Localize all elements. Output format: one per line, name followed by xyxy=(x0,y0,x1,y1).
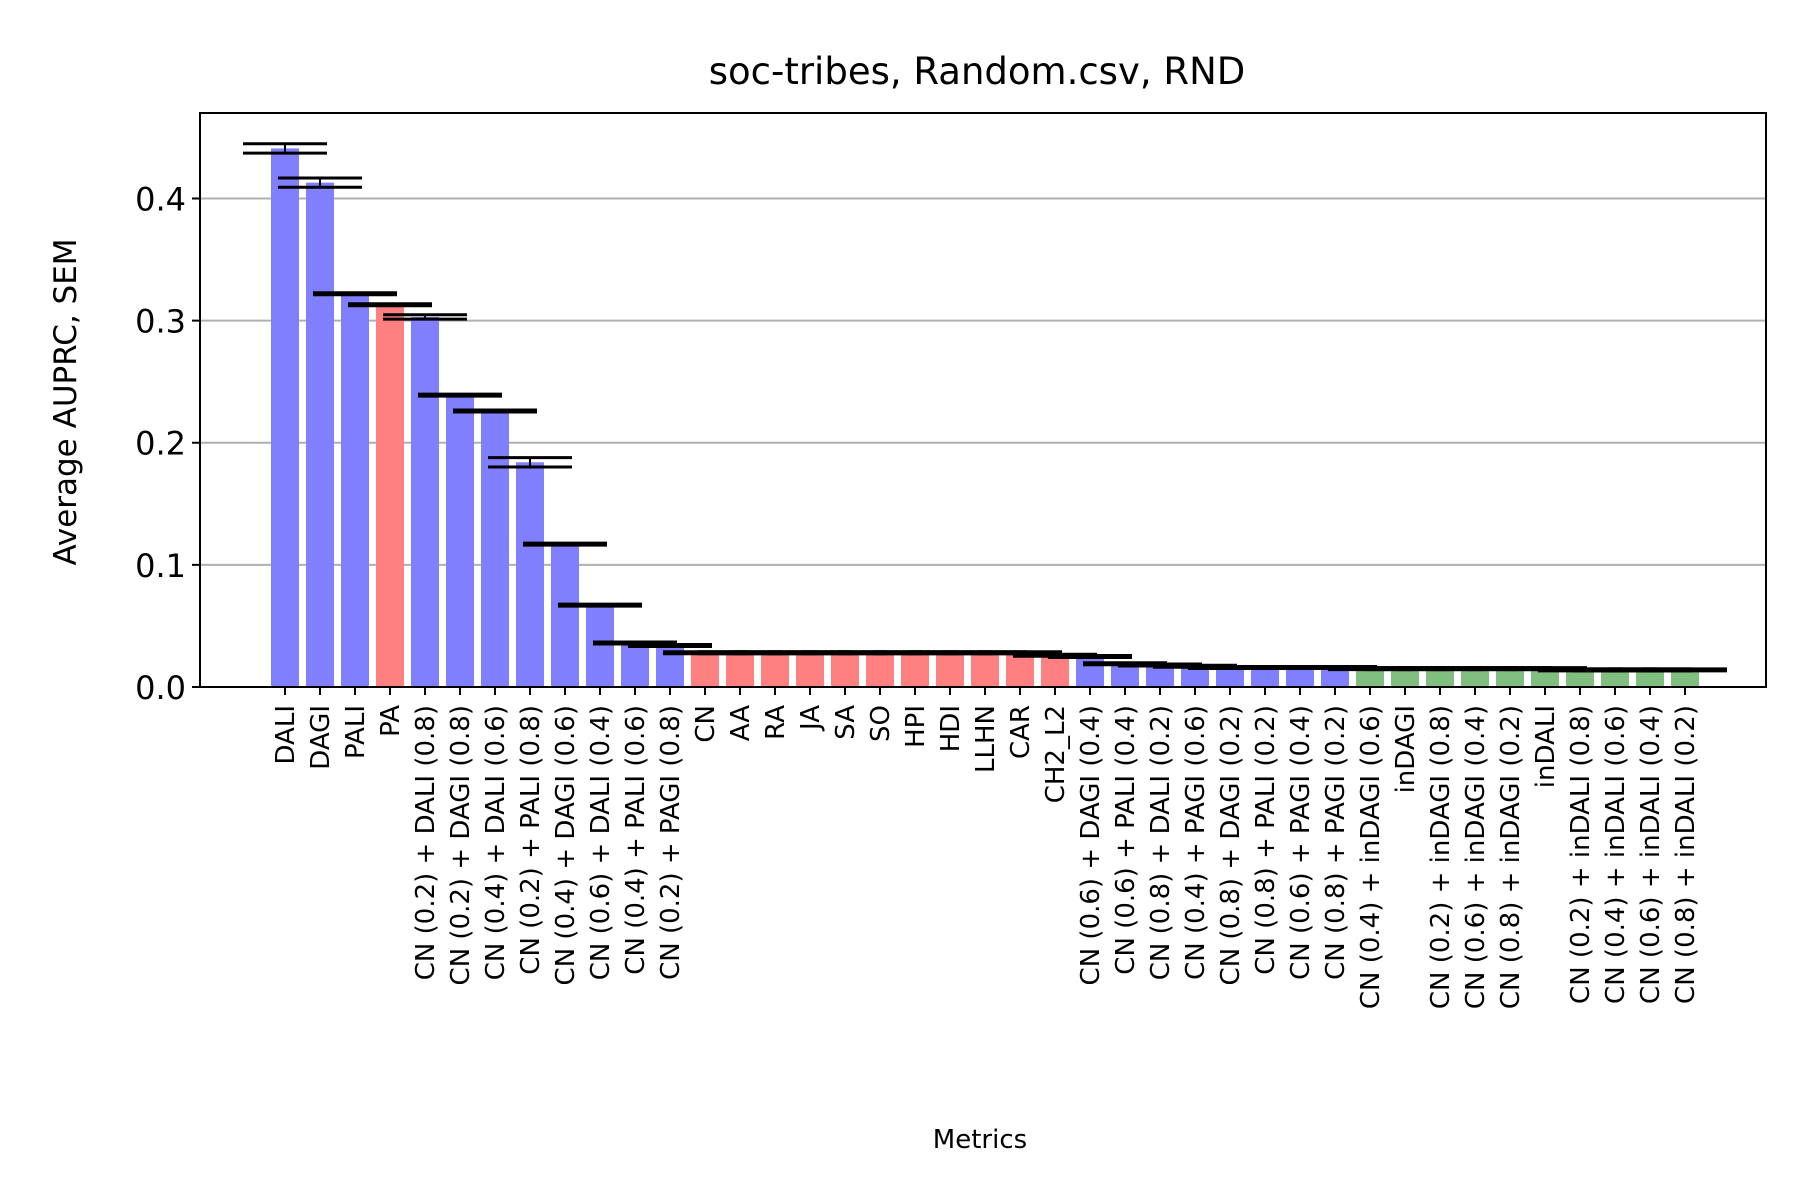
bar xyxy=(1496,668,1524,687)
bar xyxy=(866,652,894,687)
y-tick-label: 0.0 xyxy=(135,669,186,707)
bar xyxy=(1601,669,1629,687)
bar xyxy=(796,652,824,687)
bar xyxy=(901,652,929,687)
bar xyxy=(1321,667,1349,687)
x-tick-label: CN xyxy=(691,705,721,743)
x-tick-label: CN (0.2) + PAGI (0.8) xyxy=(656,705,686,980)
x-tick-label: CN (0.6) + inDALI (0.4) xyxy=(1636,705,1666,1004)
bar xyxy=(1391,668,1419,687)
x-tick-label: CN (0.4) + PALI (0.6) xyxy=(621,705,651,975)
bar xyxy=(1636,669,1664,687)
x-tick-label: CN (0.6) + DAGI (0.4) xyxy=(1076,705,1106,985)
plot-frame xyxy=(199,112,1767,688)
bars xyxy=(271,148,1699,688)
x-tick-label: PA xyxy=(376,705,406,737)
bar xyxy=(1286,667,1314,687)
x-tick-label: CH2_L2 xyxy=(1041,705,1071,803)
x-tick-label: RA xyxy=(761,705,791,740)
x-tick-label: DALI xyxy=(271,705,301,765)
bar xyxy=(271,148,299,688)
x-tick-label: DAGI xyxy=(306,705,336,770)
x-tick-label: inDAGI xyxy=(1391,705,1421,793)
x-tick-label: CN (0.6) + inDAGI (0.4) xyxy=(1461,705,1491,1009)
bar xyxy=(1146,665,1174,687)
x-tick-label: CN (0.2) + DALI (0.8) xyxy=(411,705,441,980)
x-tick-label: CN (0.8) + DALI (0.2) xyxy=(1146,705,1176,980)
x-tick-label: CN (0.4) + DAGI (0.6) xyxy=(551,705,581,985)
x-tick-label: CN (0.2) + PALI (0.8) xyxy=(516,705,546,975)
y-axis-label: Average AUPRC, SEM xyxy=(48,238,84,565)
y-ticks: 0.0 0.1 0.2 0.3 0.4 xyxy=(135,180,200,707)
x-tick-label: CN (0.2) + inDAGI (0.8) xyxy=(1426,705,1456,1009)
bar xyxy=(341,293,369,687)
bar xyxy=(1181,666,1209,687)
bar xyxy=(1566,669,1594,687)
x-tick-label: SA xyxy=(831,705,861,740)
x-tick-label: HDI xyxy=(936,705,966,752)
x-tick-label: CN (0.8) + inDAGI (0.2) xyxy=(1496,705,1526,1009)
bar xyxy=(411,316,439,687)
x-tick-label: inDALI xyxy=(1531,705,1561,788)
x-tick-label: CN (0.8) + DAGI (0.2) xyxy=(1216,705,1246,985)
bar xyxy=(1251,667,1279,687)
x-tick-label: CN (0.6) + PALI (0.4) xyxy=(1111,705,1141,975)
bar xyxy=(691,652,719,687)
bar xyxy=(936,652,964,687)
x-tick-label: PALI xyxy=(341,705,371,759)
y-tick-label: 0.1 xyxy=(135,547,186,585)
x-tick-label: AA xyxy=(726,705,756,742)
y-tick-label: 0.3 xyxy=(135,303,186,341)
bar xyxy=(551,544,579,687)
bar xyxy=(1426,668,1454,687)
x-axis-label: Metrics xyxy=(933,1125,1027,1155)
x-ticks: DALI DAGI PALI PA CN (0.2) + DALI (0.8) CN (0… xyxy=(271,687,1701,1009)
x-tick-label: JA xyxy=(796,705,826,732)
bar xyxy=(516,462,544,687)
bar xyxy=(446,395,474,687)
x-tick-label: CN (0.6) + PAGI (0.4) xyxy=(1286,705,1316,980)
y-tick-label: 0.4 xyxy=(135,180,186,218)
bar xyxy=(726,652,754,687)
x-tick-label: HPI xyxy=(901,705,931,748)
bar xyxy=(971,652,999,687)
x-tick-label: CN (0.6) + DALI (0.4) xyxy=(586,705,616,980)
bar xyxy=(1216,667,1244,687)
x-tick-label: LLHN xyxy=(971,705,1001,773)
bar xyxy=(1356,668,1384,687)
bar xyxy=(1076,656,1104,687)
x-tick-label: CN (0.4) + DALI (0.6) xyxy=(481,705,511,980)
y-tick-label: 0.2 xyxy=(135,425,186,463)
bar xyxy=(1671,669,1699,687)
x-tick-label: CN (0.8) + PALI (0.2) xyxy=(1251,705,1281,975)
bar xyxy=(1041,655,1069,687)
bar xyxy=(1461,668,1489,687)
x-tick-label: CN (0.4) + inDAGI (0.6) xyxy=(1356,705,1386,1009)
x-tick-label: CN (0.8) + inDALI (0.2) xyxy=(1671,705,1701,1004)
x-tick-label: CN (0.4) + inDALI (0.6) xyxy=(1601,705,1631,1004)
x-tick-label: CAR xyxy=(1006,705,1036,759)
chart-title: soc-tribes, Random.csv, RND xyxy=(709,50,1246,93)
bar xyxy=(621,643,649,687)
bar xyxy=(586,605,614,687)
bar xyxy=(306,182,334,687)
bar xyxy=(481,410,509,687)
x-tick-label: CN (0.4) + PAGI (0.6) xyxy=(1181,705,1211,980)
bar xyxy=(1531,668,1559,687)
x-tick-label: CN (0.2) + inDALI (0.8) xyxy=(1566,705,1596,1004)
bar xyxy=(376,304,404,687)
x-tick-label: SO xyxy=(866,705,896,742)
error-bars xyxy=(243,142,1727,673)
x-tick-label: CN (0.2) + DAGI (0.8) xyxy=(446,705,476,985)
bar xyxy=(1111,663,1139,687)
bar xyxy=(831,652,859,687)
bar xyxy=(761,652,789,687)
bar xyxy=(1006,652,1034,687)
x-tick-label: CN (0.8) + PAGI (0.2) xyxy=(1321,705,1351,980)
